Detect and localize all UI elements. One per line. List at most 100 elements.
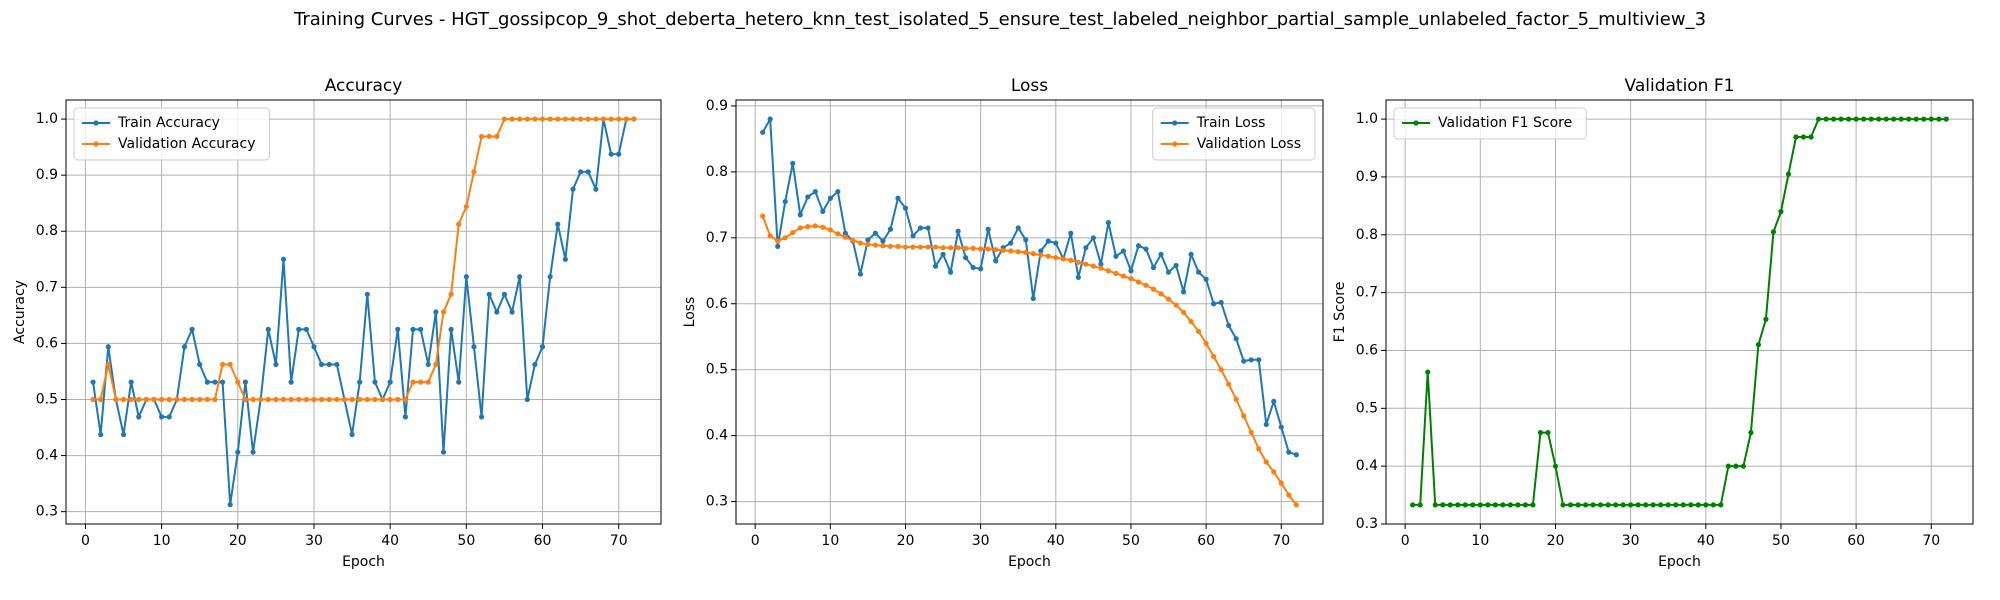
- data-point: [608, 116, 614, 122]
- data-point: [1440, 502, 1446, 508]
- x-tick-label: 10: [153, 533, 171, 549]
- data-point: [895, 243, 901, 249]
- legend-label: Train Accuracy: [117, 115, 220, 131]
- data-point: [1105, 220, 1112, 226]
- data-point: [1241, 358, 1247, 364]
- data-point: [242, 379, 249, 385]
- data-point: [1793, 134, 1799, 140]
- data-point: [827, 195, 833, 201]
- data-point: [1068, 257, 1074, 263]
- data-point: [303, 326, 309, 332]
- legend-box: [1393, 107, 1587, 140]
- data-point: [334, 361, 340, 368]
- data-point: [1500, 502, 1506, 508]
- x-tick-label: 50: [1772, 533, 1790, 549]
- data-point: [1203, 340, 1209, 346]
- x-tick-label: 60: [1197, 533, 1215, 549]
- data-point: [1755, 342, 1762, 348]
- data-point: [212, 379, 218, 385]
- data-point: [1725, 463, 1731, 469]
- y-tick-label: 0.3: [36, 504, 58, 520]
- data-point: [1635, 502, 1641, 508]
- data-point: [288, 396, 294, 403]
- data-point: [166, 396, 172, 403]
- data-point: [616, 116, 622, 122]
- data-point: [494, 309, 500, 315]
- data-point: [1278, 424, 1284, 430]
- y-tick-label: 0.8: [36, 223, 58, 239]
- data-point: [197, 396, 203, 403]
- data-point: [478, 133, 485, 140]
- data-point: [372, 396, 378, 403]
- x-tick-label: 40: [1047, 533, 1065, 549]
- data-point: [1286, 492, 1292, 498]
- data-point: [963, 245, 969, 251]
- data-point: [1120, 248, 1127, 254]
- data-point: [917, 244, 924, 250]
- data-point: [827, 227, 833, 233]
- data-point: [978, 246, 984, 252]
- data-point: [805, 194, 811, 200]
- data-point: [1090, 235, 1096, 241]
- data-point: [812, 223, 818, 229]
- axes-frame: [1385, 99, 1974, 525]
- data-point: [1008, 248, 1014, 254]
- data-point: [1658, 502, 1664, 508]
- data-point: [1180, 309, 1187, 315]
- data-point: [120, 396, 127, 403]
- data-point: [547, 274, 553, 280]
- legend-marker: [93, 120, 99, 126]
- data-point: [1233, 336, 1239, 342]
- data-point: [341, 396, 348, 403]
- data-point: [303, 396, 309, 403]
- data-point: [616, 151, 622, 157]
- data-point: [985, 226, 991, 232]
- data-point: [1286, 449, 1292, 455]
- data-point: [1158, 291, 1164, 297]
- data-point: [90, 396, 96, 403]
- figure-title: Training Curves - HGT_gossipcop_9_shot_d…: [293, 9, 1706, 30]
- data-point: [1597, 502, 1604, 508]
- data-point: [387, 379, 393, 385]
- data-point: [1808, 134, 1814, 140]
- data-point: [1173, 262, 1179, 269]
- data-point: [1226, 381, 1232, 387]
- data-point: [790, 160, 796, 166]
- data-point: [402, 414, 409, 420]
- x-tick-label: 0: [81, 533, 90, 549]
- data-point: [760, 213, 766, 219]
- data-point: [585, 116, 591, 122]
- data-point: [1425, 369, 1431, 375]
- data-point: [501, 291, 508, 297]
- data-point: [1180, 289, 1187, 295]
- data-point: [1936, 116, 1942, 122]
- data-point: [1038, 252, 1044, 258]
- data-point: [805, 224, 811, 230]
- data-point: [1740, 463, 1746, 469]
- y-tick-label: 0.3: [1356, 516, 1378, 532]
- data-point: [925, 244, 931, 250]
- data-point: [296, 396, 302, 403]
- data-point: [395, 396, 401, 403]
- data-point: [433, 361, 439, 368]
- y-tick-label: 1.0: [36, 111, 58, 127]
- legend: Validation F1 Score: [1393, 107, 1587, 140]
- y-axis-label: Loss: [682, 297, 698, 328]
- data-point: [1278, 480, 1284, 486]
- data-point: [501, 116, 508, 122]
- data-point: [1853, 116, 1859, 122]
- data-point: [463, 203, 469, 210]
- data-point: [1023, 237, 1029, 243]
- data-point: [1098, 265, 1104, 271]
- data-point: [940, 251, 946, 257]
- data-point: [174, 396, 180, 403]
- data-point: [189, 326, 195, 332]
- data-point: [120, 431, 127, 438]
- data-point: [159, 396, 165, 403]
- data-point: [349, 431, 355, 438]
- data-point: [1733, 463, 1739, 469]
- data-point: [1038, 248, 1044, 254]
- data-point: [524, 396, 530, 403]
- data-point: [1083, 245, 1089, 251]
- legend-marker: [1172, 120, 1178, 126]
